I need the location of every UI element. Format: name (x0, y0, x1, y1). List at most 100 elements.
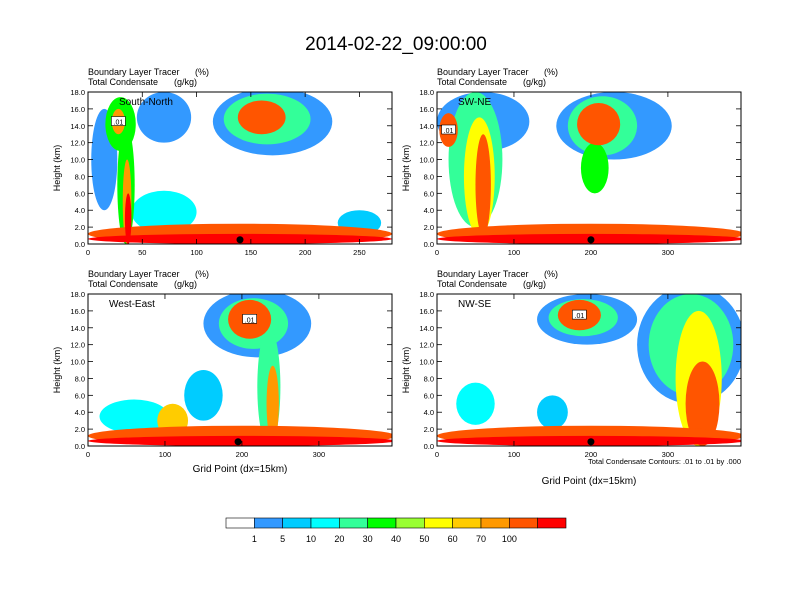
left-string-1: Boundary Layer Tracer (88, 269, 180, 279)
panel-frame (87, 293, 393, 447)
y-axis-label: Height (km) (52, 145, 62, 192)
y-tick-label: 2.0 (424, 223, 434, 232)
y-tick-label: 12.0 (419, 139, 434, 148)
colorbar-label: 70 (476, 534, 486, 544)
y-tick-label: 8.0 (424, 172, 434, 181)
y-tick-label: 12.0 (70, 341, 85, 350)
field-blob (237, 100, 286, 135)
right-string-1: (%) (195, 269, 209, 279)
x-tick-label: 300 (313, 450, 326, 459)
left-string-2: Total Condensate (437, 77, 507, 87)
colorbar-label: 5 (280, 534, 285, 544)
left-string-2: Total Condensate (88, 279, 158, 289)
contour-label-box (441, 124, 456, 135)
y-tick-label: 16.0 (419, 105, 434, 114)
y-tick-label: 18.0 (70, 290, 85, 299)
y-tick-label: 8.0 (424, 374, 434, 383)
y-tick-label: 18.0 (70, 88, 85, 97)
x-tick-label: 250 (353, 248, 366, 257)
x-tick-label: 100 (508, 450, 521, 459)
x-tick-label: 0 (86, 450, 90, 459)
field-group: .01 (88, 294, 392, 446)
left-string-1: Boundary Layer Tracer (437, 269, 529, 279)
x-tick-label: 50 (138, 248, 146, 257)
x-tick-label: 0 (435, 248, 439, 257)
x-tick-label: 200 (585, 450, 598, 459)
y-tick-label: 12.0 (70, 139, 85, 148)
y-tick-label: 12.0 (419, 341, 434, 350)
x-axis-label-right: Grid Point (dx=15km) (542, 476, 637, 487)
surface-point-marker (236, 236, 244, 244)
x-tick-label: 100 (508, 248, 521, 257)
colorbar-swatch (339, 517, 368, 529)
panel-title: South-North (119, 97, 173, 108)
x-tick-label: 300 (662, 450, 675, 459)
y-tick-label: 6.0 (75, 189, 85, 198)
colorbar-label: 1 (252, 534, 257, 544)
right-string-2: (g/kg) (174, 279, 197, 289)
panel-frame (87, 91, 393, 245)
x-tick-label: 0 (435, 450, 439, 459)
y-tick-label: 0.0 (424, 240, 434, 249)
y-tick-label: 16.0 (70, 105, 85, 114)
colorbar-swatch (367, 517, 397, 529)
y-axis-label: Height (km) (401, 145, 411, 192)
x-tick-label: 0 (86, 248, 90, 257)
left-string-1: Boundary Layer Tracer (437, 67, 529, 77)
colorbar: 1 5 10 20 30 40 50 60 70 100 (225, 517, 567, 544)
contour-label-box (242, 314, 257, 324)
y-tick-label: 18.0 (419, 88, 434, 97)
contour-label-box (572, 309, 587, 320)
y-tick-label: 14.0 (70, 122, 85, 131)
y-tick-label: 6.0 (424, 189, 434, 198)
y-tick-label: 8.0 (75, 374, 85, 383)
right-string-2: (g/kg) (523, 77, 546, 87)
panel-frame (436, 293, 742, 447)
surface-point-marker (234, 438, 242, 446)
left-string-2: Total Condensate (437, 279, 507, 289)
y-tick-label: 10.0 (419, 156, 434, 165)
right-string-1: (%) (544, 67, 558, 77)
panel-4: .01 0.0 2.0 4.0 6.0 8.0 10.0 12.0 14.0 16.0 18.0 0 1… (401, 269, 742, 459)
field-blob (537, 395, 568, 430)
y-tick-label: 16.0 (70, 307, 85, 316)
y-tick-label: 0.0 (75, 442, 85, 451)
y-tick-label: 6.0 (424, 391, 434, 400)
panel-title: SW-NE (458, 97, 491, 108)
x-tick-label: 200 (236, 450, 249, 459)
y-tick-label: 2.0 (75, 425, 85, 434)
y-tick-label: 14.0 (70, 324, 85, 333)
panel-title: West-East (109, 299, 155, 310)
x-tick-label: 300 (662, 248, 675, 257)
field-blob (475, 134, 491, 236)
colorbar-swatch (537, 517, 567, 529)
y-tick-label: 0.0 (75, 240, 85, 249)
contour-label-box (111, 116, 126, 126)
field-blob (685, 361, 720, 446)
colorbar-swatch (395, 517, 425, 529)
contour-label: .01 (444, 128, 454, 135)
contour-label: .01 (114, 120, 124, 127)
y-tick-label: 4.0 (75, 408, 85, 417)
field-blob (131, 190, 197, 234)
y-tick-label: 10.0 (70, 358, 85, 367)
contour-info: Total Condensate Contours: .01 to .01 by… (588, 457, 741, 466)
colorbar-label: 60 (448, 534, 458, 544)
colorbar-swatch (424, 517, 453, 529)
field-blob (99, 399, 169, 434)
right-string-2: (g/kg) (174, 77, 197, 87)
contour-label: .01 (245, 317, 255, 324)
colorbar-swatch (480, 517, 510, 529)
panel-frame (436, 91, 742, 245)
field-group: .01 (437, 92, 741, 244)
field-blob (580, 142, 609, 194)
panel-title: NW-SE (458, 299, 491, 310)
field-blob (456, 382, 495, 425)
y-axis-label: Height (km) (52, 347, 62, 394)
field-blob (266, 365, 279, 442)
panel-1: .01 0.0 2.0 4.0 6.0 8.0 10.0 12.0 14.0 16.0 18.0 0 5… (52, 67, 393, 257)
colorbar-swatch (452, 517, 482, 529)
y-tick-label: 2.0 (424, 425, 434, 434)
y-tick-label: 0.0 (424, 442, 434, 451)
